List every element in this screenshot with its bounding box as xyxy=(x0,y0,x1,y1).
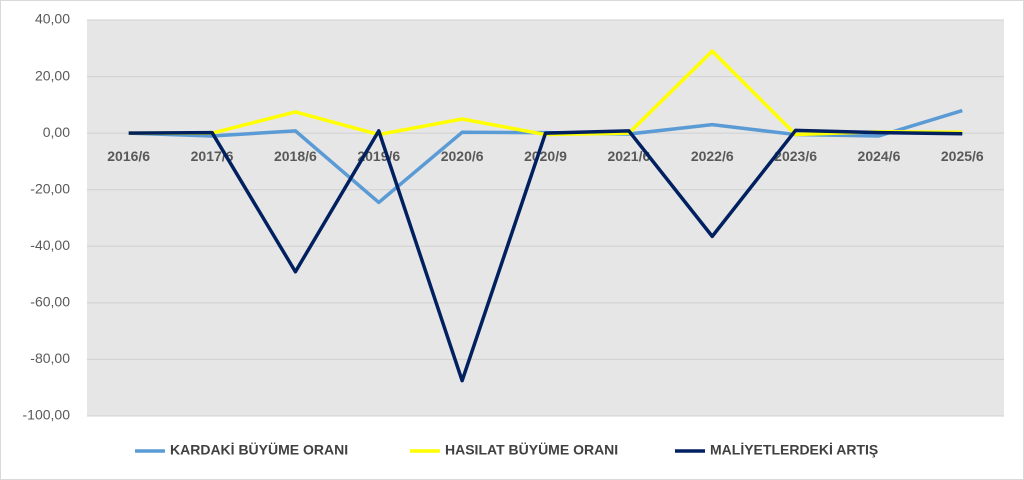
x-tick-label: 2020/6 xyxy=(441,148,484,164)
x-tick-label: 2020/9 xyxy=(524,148,567,164)
y-tick-label: 20,00 xyxy=(35,67,70,83)
y-tick-label: -40,00 xyxy=(30,237,70,253)
x-tick-label: 2021/6 xyxy=(607,148,650,164)
legend-label: HASILAT BÜYÜME ORANI xyxy=(445,442,618,458)
y-tick-label: 0,00 xyxy=(43,124,70,140)
y-tick-label: 40,00 xyxy=(35,11,70,27)
y-tick-label: -100,00 xyxy=(23,407,71,423)
series-line xyxy=(128,128,963,383)
y-tick-label: -80,00 xyxy=(30,350,70,366)
x-tick-label: 2023/6 xyxy=(774,148,817,164)
x-tick-label: 2016/6 xyxy=(107,148,150,164)
x-tick-label: 2025/6 xyxy=(941,148,984,164)
x-tick-label: 2024/6 xyxy=(858,148,901,164)
x-tick-label: 2022/6 xyxy=(691,148,734,164)
plot-area xyxy=(87,20,1004,416)
legend-label: KARDAKİ BÜYÜME ORANI xyxy=(170,442,348,458)
y-tick-label: -60,00 xyxy=(30,294,70,310)
y-tick-label: -20,00 xyxy=(30,180,70,196)
legend-label: MALİYETLERDEKİ ARTIŞ xyxy=(710,442,878,458)
x-tick-label: 2018/6 xyxy=(274,148,317,164)
